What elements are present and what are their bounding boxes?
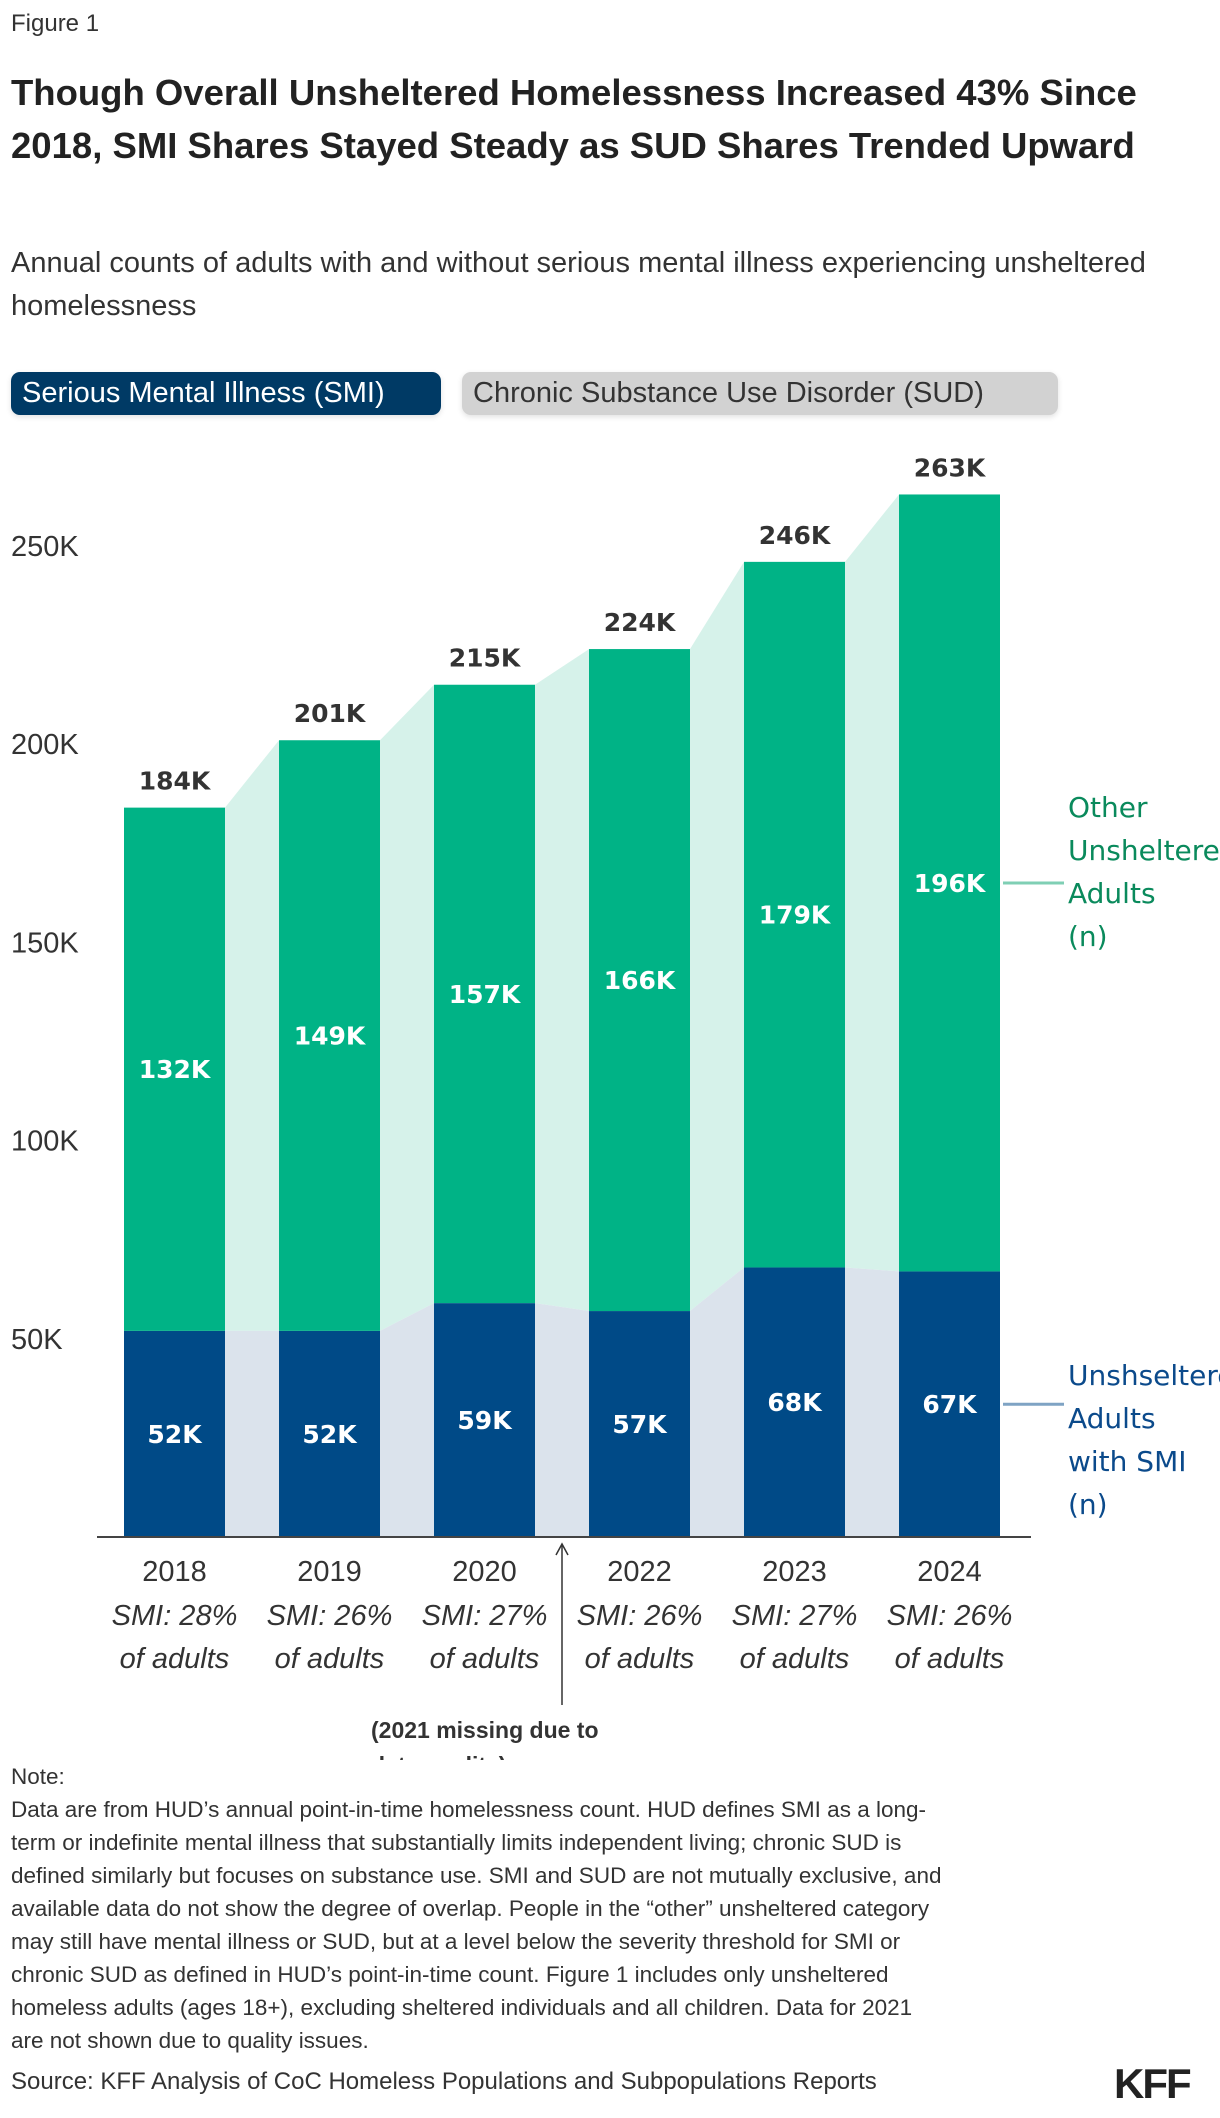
- total-value-label: 201K: [294, 699, 367, 728]
- x-tick-label: 2020: [452, 1556, 517, 1588]
- x-sublabel: of adults: [895, 1643, 1005, 1675]
- x-sublabel: SMI: 26%: [267, 1600, 393, 1632]
- bar-smi: [899, 1271, 1000, 1537]
- smi-band: [535, 1303, 589, 1537]
- other-band: [845, 494, 899, 1272]
- total-value-label: 224K: [604, 608, 677, 637]
- x-sublabel: of adults: [740, 1643, 850, 1675]
- x-sublabel: of adults: [275, 1643, 385, 1675]
- total-value-label: 263K: [914, 453, 987, 482]
- y-tick-label: 100K: [11, 1126, 79, 1158]
- legend-smi-label: Unshseltered: [1068, 1359, 1220, 1392]
- other-value-label: 196K: [914, 869, 987, 898]
- missing-year-annotation: (2021 missing due to: [371, 1717, 599, 1743]
- smi-band: [380, 1303, 434, 1537]
- other-value-label: 149K: [294, 1022, 367, 1051]
- bar-smi: [434, 1303, 535, 1537]
- legend-smi-label: Adults: [1068, 1402, 1156, 1435]
- bar-smi: [744, 1267, 845, 1537]
- smi-value-label: 52K: [147, 1420, 203, 1449]
- chart-subtitle: Annual counts of adults with and without…: [11, 247, 1146, 322]
- arrow-head-icon: [555, 1542, 569, 1556]
- bar-other: [899, 494, 1000, 1272]
- bar-other: [124, 807, 225, 1331]
- other-band: [690, 561, 744, 1312]
- bar-other: [744, 561, 845, 1268]
- other-band: [535, 649, 589, 1312]
- y-tick-label: 50K: [11, 1324, 63, 1356]
- legend-smi-label: with SMI: [1068, 1445, 1187, 1478]
- x-sublabel: SMI: 27%: [422, 1600, 548, 1632]
- x-tick-label: 2019: [297, 1556, 362, 1588]
- note-text: Note: Data are from HUD’s annual point-i…: [11, 1764, 942, 2053]
- bar-other: [279, 740, 380, 1331]
- bar-other: [589, 649, 690, 1312]
- legend-other-label: Adults: [1068, 877, 1156, 910]
- y-tick-label: 150K: [11, 927, 79, 959]
- toggle-smi-button[interactable]: Serious Mental Illness (SMI): [11, 372, 441, 415]
- total-value-label: 184K: [139, 767, 212, 796]
- legend-other-label: Other: [1068, 791, 1148, 824]
- x-sublabel: SMI: 26%: [887, 1600, 1013, 1632]
- other-value-label: 132K: [139, 1055, 212, 1084]
- x-sublabel: of adults: [430, 1643, 540, 1675]
- x-sublabel: SMI: 26%: [577, 1600, 703, 1632]
- y-tick-label: 250K: [11, 531, 79, 563]
- bar-other: [434, 684, 535, 1304]
- bar-smi: [279, 1330, 380, 1537]
- smi-band: [225, 1330, 279, 1537]
- smi-band: [690, 1267, 744, 1537]
- total-value-label: 246K: [759, 521, 832, 550]
- missing-year-annotation: data quality): [371, 1752, 506, 1760]
- other-value-label: 179K: [759, 901, 832, 930]
- legend-other-label: Unsheltered: [1068, 834, 1220, 867]
- x-sublabel: SMI: 27%: [732, 1600, 858, 1632]
- smi-value-label: 57K: [612, 1410, 668, 1439]
- smi-value-label: 67K: [922, 1390, 978, 1419]
- smi-value-label: 68K: [767, 1388, 823, 1417]
- chart-title: Though Overall Unsheltered Homelessness …: [11, 72, 1137, 166]
- smi-band: [845, 1267, 899, 1537]
- x-sublabel: of adults: [585, 1643, 695, 1675]
- total-value-label: 215K: [449, 644, 522, 673]
- x-tick-label: 2023: [762, 1556, 827, 1588]
- other-band: [225, 740, 279, 1331]
- kff-logo: KFF: [1114, 2060, 1192, 2107]
- other-value-label: 157K: [449, 980, 522, 1009]
- x-tick-label: 2022: [607, 1556, 672, 1588]
- legend-other-label: (n): [1068, 920, 1108, 953]
- x-tick-label: 2024: [917, 1556, 982, 1588]
- other-value-label: 166K: [604, 966, 677, 995]
- x-sublabel: SMI: 28%: [112, 1600, 238, 1632]
- y-tick-label: 200K: [11, 729, 79, 761]
- x-tick-label: 2018: [142, 1556, 207, 1588]
- toggle-sud-button[interactable]: Chronic Substance Use Disorder (SUD): [462, 372, 1058, 415]
- smi-value-label: 52K: [302, 1420, 358, 1449]
- other-band: [380, 684, 434, 1331]
- bar-smi: [589, 1311, 690, 1537]
- smi-value-label: 59K: [457, 1406, 513, 1435]
- figure-label: Figure 1: [11, 10, 100, 37]
- stacked-bar-chart: 52K 132K 184K 2018 SMI: 28% of adults 52K 149K 2…: [11, 453, 1220, 1760]
- source-text: Source: KFF Analysis of CoC Homeless Pop…: [11, 2068, 877, 2095]
- bar-smi: [124, 1330, 225, 1537]
- x-sublabel: of adults: [120, 1643, 230, 1675]
- legend-smi-label: (n): [1068, 1488, 1108, 1521]
